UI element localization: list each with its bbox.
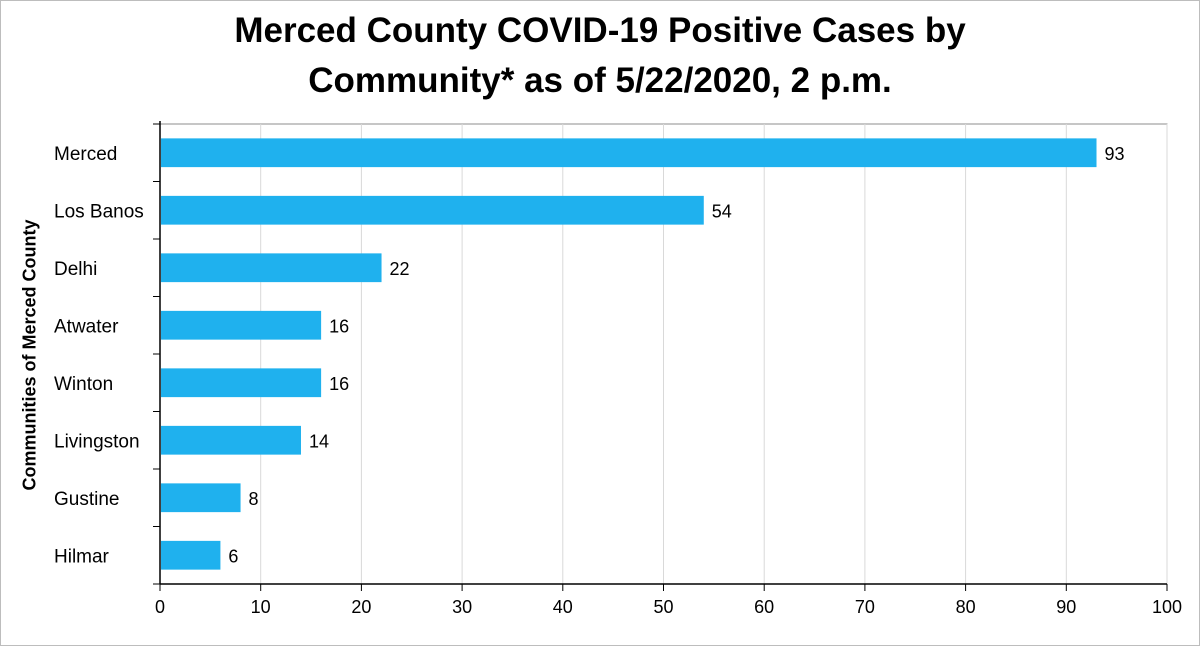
data-label: 22 xyxy=(390,259,410,279)
data-label: 14 xyxy=(309,431,329,451)
category-label: Gustine xyxy=(54,489,119,510)
bar-winton xyxy=(161,368,322,398)
chart-title: Merced County COVID-19 Positive Cases by… xyxy=(0,6,1200,106)
x-tick-label: 0 xyxy=(155,597,165,617)
data-label: 16 xyxy=(329,374,349,394)
chart-title-line-1: Merced County COVID-19 Positive Cases by xyxy=(234,11,966,50)
x-tick-label: 70 xyxy=(855,597,875,617)
x-tick-label: 80 xyxy=(956,597,976,617)
x-tick-label: 40 xyxy=(553,597,573,617)
bar-delhi xyxy=(161,253,382,283)
data-label: 6 xyxy=(228,546,238,566)
category-label: Hilmar xyxy=(54,546,110,567)
labels: 0 10 20 30 40 50 60 70 80 90 100 Merced 93 Los Banos 5… xyxy=(54,144,1182,617)
bar-gustine xyxy=(161,483,241,513)
bar-hilmar xyxy=(161,540,221,570)
data-label: 93 xyxy=(1105,144,1125,164)
x-tick-label: 30 xyxy=(452,597,472,617)
bar-livingston xyxy=(161,425,301,455)
x-tick-label: 100 xyxy=(1152,597,1182,617)
bar-atwater xyxy=(161,310,322,340)
data-label: 16 xyxy=(329,316,349,336)
category-label: Atwater xyxy=(54,316,119,337)
x-tick-label: 10 xyxy=(251,597,271,617)
category-label: Livingston xyxy=(54,431,140,452)
bar-merced xyxy=(161,138,1097,168)
x-tick-label: 20 xyxy=(351,597,371,617)
x-tick-label: 50 xyxy=(653,597,673,617)
bar-los-banos xyxy=(161,195,704,225)
category-label: Merced xyxy=(54,144,117,165)
category-label: Delhi xyxy=(54,259,97,280)
category-label: Los Banos xyxy=(54,201,144,222)
category-label: Winton xyxy=(54,374,113,395)
data-label: 8 xyxy=(249,489,259,509)
x-tick-label: 90 xyxy=(1056,597,1076,617)
axes xyxy=(153,121,1168,591)
x-tick-label: 60 xyxy=(754,597,774,617)
data-label: 54 xyxy=(712,201,732,221)
bars xyxy=(161,138,1097,570)
chart-title-line-2: Community* as of 5/22/2020, 2 p.m. xyxy=(308,61,892,100)
